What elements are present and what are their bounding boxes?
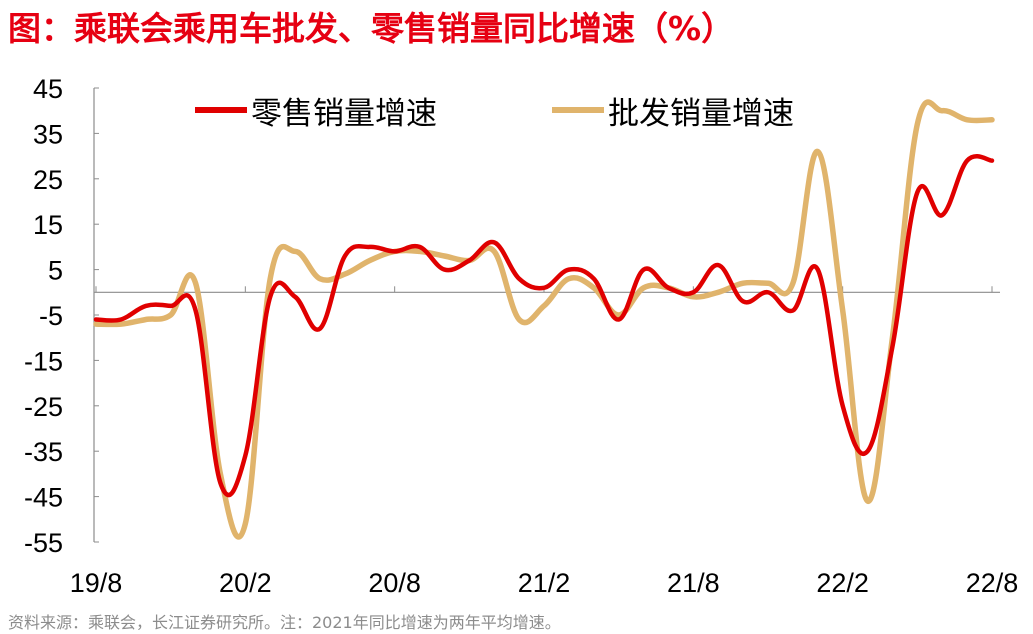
x-tick-label: 19/8 (70, 568, 123, 598)
x-tick-label: 21/2 (518, 568, 571, 598)
x-axis-ticks: 19/8 20/2 20/8 21/2 21/8 22/2 22/8 (70, 286, 1019, 598)
series-line-retail (93, 154, 995, 498)
legend-label-retail: 零售销量增速 (251, 96, 437, 132)
legend: 零售销量增速 批发销量增速 (195, 96, 794, 132)
x-tick-label: 22/2 (816, 568, 869, 598)
source-note: 资料来源：乘联会，长江证券研究所。注：2021年同比增速为两年平均增速。 (8, 613, 561, 632)
y-tick-label: -25 (24, 392, 63, 422)
series-lines (93, 99, 995, 540)
axes (93, 88, 1000, 542)
y-tick-label: 15 (33, 210, 63, 240)
y-tick-label: 5 (48, 256, 63, 286)
legend-label-wholesale: 批发销量增速 (608, 96, 794, 132)
y-tick-label: 35 (33, 119, 63, 149)
y-tick-label: -55 (24, 528, 63, 558)
y-tick-label: -35 (24, 437, 63, 467)
chart-title: 图：乘联会乘用车批发、零售销量同比增速（%） (8, 9, 735, 48)
y-tick-label: -45 (24, 483, 63, 513)
series-line-wholesale (93, 99, 995, 540)
y-tick-label: 25 (33, 165, 63, 195)
x-tick-label: 21/8 (667, 568, 720, 598)
y-axis-ticks: 45 35 25 15 5 -5 -15 -25 -35 -45 -55 (24, 74, 99, 558)
x-tick-label: 20/2 (219, 568, 272, 598)
y-tick-label: -15 (24, 346, 63, 376)
x-tick-label: 22/8 (966, 568, 1019, 598)
x-tick-label: 20/8 (368, 568, 421, 598)
y-tick-label: 45 (33, 74, 63, 104)
y-tick-label: -5 (39, 301, 63, 331)
